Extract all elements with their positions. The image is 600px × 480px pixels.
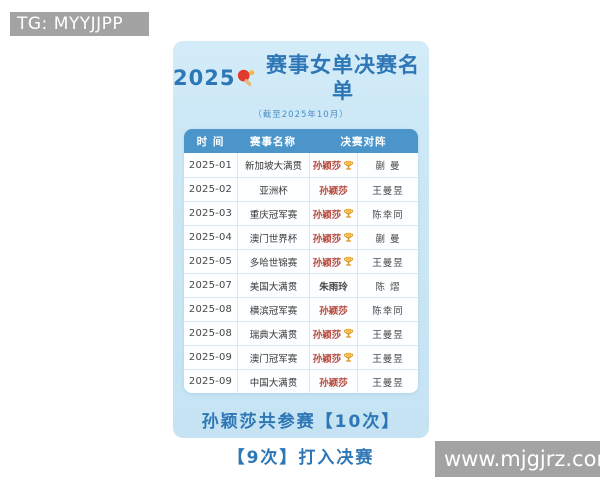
col-header-time: 时 间	[196, 135, 225, 148]
row-player2: 王曼昱	[357, 370, 418, 393]
row-date: 2025-01	[188, 159, 233, 171]
row-event: 瑞典大满贯	[237, 322, 309, 345]
row-event: 澳门世界杯	[237, 226, 309, 249]
player1-name: 孙颖莎	[319, 305, 348, 317]
row-player1: 孙颖莎	[309, 202, 357, 225]
row-player2: 陈幸同	[357, 298, 418, 321]
row-player2: 蒯 曼	[357, 153, 418, 177]
summary-line-2: 【9次】打入决赛	[227, 448, 375, 468]
player1-name: 孙颖莎	[312, 233, 342, 245]
row-player1: 孙颖莎	[309, 322, 357, 345]
row-player2: 陈幸同	[357, 202, 418, 225]
trophy-icon	[344, 160, 354, 170]
player1-name: 孙颖莎	[312, 329, 342, 341]
trophy-icon	[344, 328, 354, 338]
row-player1: 孙颖莎	[309, 178, 357, 201]
row-date: 2025-08	[188, 304, 233, 315]
title-year: 2025	[173, 66, 236, 90]
player1-name: 孙颖莎	[319, 185, 348, 197]
row-player1: 孙颖莎	[309, 250, 357, 273]
row-player2: 王曼昱	[357, 250, 418, 273]
row-player1: 孙颖莎	[309, 226, 357, 249]
player1-name: 孙颖莎	[312, 209, 342, 221]
table-row: 2025-01 新加坡大满贯 孙颖莎 蒯 曼	[184, 153, 418, 177]
row-event: 中国大满贯	[237, 370, 309, 393]
row-date: 2025-04	[188, 232, 233, 243]
row-player1: 孙颖莎	[309, 370, 357, 393]
title-text: 赛事女单决赛名单	[266, 53, 420, 103]
row-player1: 孙颖莎	[309, 153, 357, 177]
player1-name: 孙颖莎	[312, 257, 342, 269]
row-event: 多哈世锦赛	[237, 250, 309, 273]
card-title: 2025 赛事女单决赛名单	[173, 52, 429, 104]
trophy-icon	[344, 352, 354, 362]
table-row: 2025-02 亚洲杯 孙颖莎 王曼昱	[184, 177, 418, 201]
watermark-top-left: TG: MYYJJPP	[10, 12, 149, 36]
row-player2: 蒯 曼	[357, 226, 418, 249]
row-date: 2025-03	[188, 208, 233, 219]
table-row: 2025-03 重庆冠军赛 孙颖莎 陈幸同	[184, 201, 418, 225]
col-header-final: 决赛对阵	[340, 135, 387, 148]
row-event: 新加坡大满贯	[237, 153, 309, 177]
table-row: 2025-08 瑞典大满贯 孙颖莎 王曼昱	[184, 321, 418, 345]
row-player1: 孙颖莎	[309, 346, 357, 369]
player1-name: 孙颖莎	[312, 161, 342, 172]
row-event: 美国大满贯	[237, 274, 309, 297]
row-date: 2025-09	[188, 376, 233, 387]
table-row: 2025-09 澳门冠军赛 孙颖莎 王曼昱	[184, 345, 418, 369]
table-row: 2025-04 澳门世界杯 孙颖莎 蒯 曼	[184, 225, 418, 249]
row-event: 澳门冠军赛	[237, 346, 309, 369]
table-row: 2025-08 横滨冠军赛 孙颖莎 陈幸同	[184, 297, 418, 321]
table-row: 2025-05 多哈世锦赛 孙颖莎 王曼昱	[184, 249, 418, 273]
row-date: 2025-07	[188, 280, 233, 291]
row-date: 2025-05	[188, 256, 233, 267]
row-player1: 朱雨玲	[309, 274, 357, 297]
row-player2: 王曼昱	[357, 346, 418, 369]
row-player2: 王曼昱	[357, 178, 418, 201]
row-date: 2025-09	[188, 352, 233, 363]
pingpong-paddle-icon	[238, 69, 255, 86]
row-event: 亚洲杯	[237, 178, 309, 201]
player1-name: 朱雨玲	[319, 281, 348, 293]
table-header-row: 时 间 赛事名称 决赛对阵	[184, 129, 418, 153]
trophy-icon	[344, 232, 354, 242]
trophy-icon	[344, 208, 354, 218]
summary-line-1: 孙颖莎共参赛【10次】	[201, 412, 401, 432]
card-subtitle: （截至2025年10月）	[253, 110, 349, 120]
row-player2: 王曼昱	[357, 322, 418, 345]
finals-table: 时 间 赛事名称 决赛对阵 2025-01 新加坡大满贯 孙颖莎 蒯 曼 202…	[184, 129, 418, 393]
trophy-icon	[344, 256, 354, 266]
col-header-event: 赛事名称	[250, 135, 296, 148]
row-player1: 孙颖莎	[309, 298, 357, 321]
table-body: 2025-01 新加坡大满贯 孙颖莎 蒯 曼 2025-02 亚洲杯 孙颖莎 王…	[184, 153, 418, 393]
player1-name: 孙颖莎	[312, 353, 342, 365]
table-row: 2025-07 美国大满贯 朱雨玲 陈 熠	[184, 273, 418, 297]
watermark-bottom-right: www.mjgjrz.com	[435, 441, 600, 477]
table-row: 2025-09 中国大满贯 孙颖莎 王曼昱	[184, 369, 418, 393]
player1-name: 孙颖莎	[319, 377, 348, 389]
row-date: 2025-08	[188, 328, 233, 339]
row-event: 重庆冠军赛	[237, 202, 309, 225]
row-date: 2025-02	[188, 184, 233, 195]
row-event: 横滨冠军赛	[237, 298, 309, 321]
infographic-card: 2025 赛事女单决赛名单 （截至2025年10月） 时 间 赛事名称 决赛对阵…	[173, 41, 429, 468]
row-player2: 陈 熠	[357, 274, 418, 297]
